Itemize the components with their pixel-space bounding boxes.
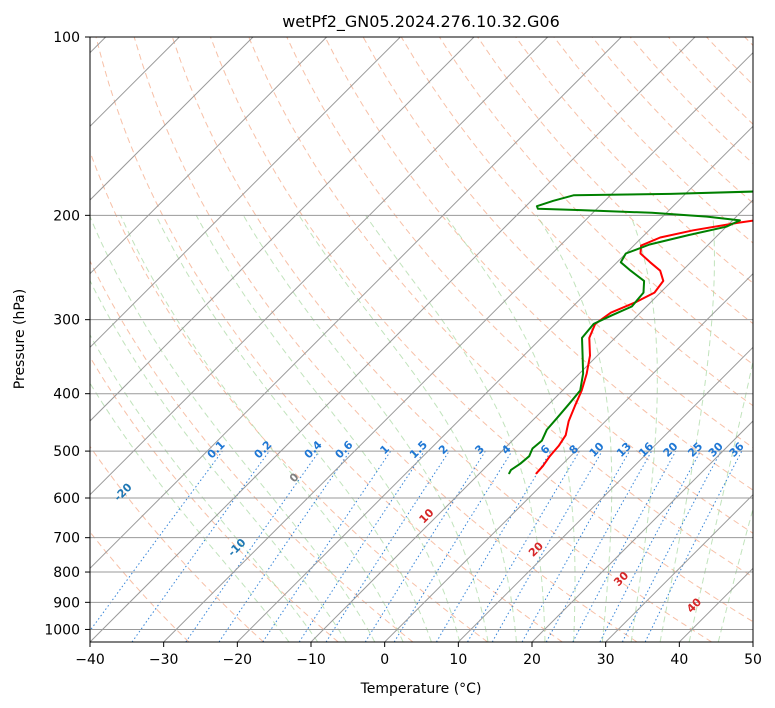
mixing-ratio-line — [644, 450, 743, 642]
plot-background — [90, 37, 753, 642]
profile-series — [508, 190, 753, 475]
moist-adiabat-line — [155, 215, 432, 642]
plot-frame — [89, 36, 754, 643]
isotherm-line — [90, 37, 401, 349]
y-tick-label: 300 — [53, 313, 80, 329]
x-tick-label: 0 — [380, 652, 389, 668]
isotherm-line — [90, 37, 549, 496]
y-axis-title: Pressure (hPa) — [12, 289, 28, 389]
dry-adiabat-line — [90, 259, 414, 642]
mixing-ratio-line — [545, 450, 653, 642]
x-axis: −40 −30 −20 −10 0 10 20 30 40 50 — [75, 642, 762, 668]
y-tick-label: 900 — [53, 595, 80, 611]
isotherm-line — [531, 420, 753, 642]
isotherm-line — [90, 37, 622, 570]
y-axis: 100 200 300 400 500 600 700 800 900 1000 — [44, 30, 90, 638]
temperature-profile-line — [535, 219, 753, 475]
mixing-ratio-lines — [90, 450, 743, 642]
x-tick-label: −10 — [296, 652, 326, 668]
mixing-ratio-line — [185, 450, 320, 642]
dry-adiabat-line — [210, 37, 753, 623]
isotherm-line — [605, 493, 753, 642]
x-tick-label: 10 — [449, 652, 467, 668]
isotherm-line — [90, 37, 254, 201]
y-tick-label: 200 — [53, 208, 80, 224]
y-tick-label: 1000 — [44, 622, 80, 638]
moist-adiabat-line — [630, 215, 658, 642]
isotherm-line — [90, 37, 696, 642]
dry-adiabat-line — [171, 37, 712, 642]
mixing-ratio-line — [262, 450, 392, 642]
mixing-ratio-line — [393, 450, 513, 642]
plot-area: -100-90-80-70-60-50-40-30-20-100.10.20.4… — [90, 37, 753, 642]
moist-adiabat-line — [444, 215, 576, 642]
isotherm-line — [310, 199, 753, 642]
isotherm-line — [90, 37, 475, 422]
x-axis-title: Temperature (°C) — [360, 681, 482, 697]
moist-adiabat-line — [120, 215, 404, 642]
moist-adiabat-line — [365, 215, 546, 642]
isotherms — [90, 37, 753, 642]
y-tick-label: 400 — [53, 387, 80, 403]
isotherm-line — [457, 346, 753, 642]
moist-adiabat-line — [536, 215, 613, 642]
dry-adiabat-line — [515, 37, 753, 284]
x-tick-label: −20 — [223, 652, 253, 668]
moist-adiabat-line — [90, 215, 376, 642]
dry-adiabat-line — [324, 37, 753, 491]
y-tick-label: 500 — [53, 444, 80, 460]
mixing-ratio-line — [131, 450, 270, 642]
dry-adiabat-line — [95, 37, 563, 642]
mixing-ratio-line — [218, 450, 351, 642]
isotherm-line — [236, 125, 753, 642]
x-tick-label: 40 — [670, 652, 688, 668]
x-tick-label: −30 — [149, 652, 179, 668]
y-tick-label: 100 — [53, 30, 80, 46]
dewpoint-profile-line — [508, 190, 753, 475]
moist-adiabats — [90, 215, 753, 642]
mixing-ratio-line — [90, 450, 223, 632]
moist-adiabat-line — [242, 215, 489, 642]
dry-adiabat-line — [248, 37, 753, 578]
pressure-gridlines — [90, 37, 753, 630]
chart-title: wetPf2_GN05.2024.276.10.32.G06 — [282, 12, 560, 32]
moist-adiabat-line — [90, 382, 290, 642]
isotherm-line — [163, 51, 753, 642]
moist-adiabat-line — [195, 215, 461, 642]
mixing-ratio-line — [325, 450, 450, 642]
y-tick-label: 700 — [53, 531, 80, 547]
x-tick-label: 50 — [744, 652, 762, 668]
mixing-ratio-line — [521, 450, 630, 642]
isotherm-line — [90, 37, 328, 275]
x-tick-label: −40 — [75, 652, 105, 668]
dry-adiabat-line — [286, 37, 753, 534]
x-tick-label: 30 — [597, 652, 615, 668]
y-tick-label: 800 — [53, 565, 80, 581]
isotherm-line — [384, 272, 753, 642]
moist-adiabat-line — [90, 279, 347, 642]
moist-adiabat-line — [90, 334, 319, 642]
dry-adiabat-line — [90, 356, 339, 642]
mixing-ratio-line — [298, 450, 425, 642]
y-tick-label: 600 — [53, 491, 80, 507]
mixing-ratio-line — [572, 450, 677, 642]
moist-adiabat-line — [659, 215, 716, 642]
dry-adiabat-line — [90, 445, 264, 642]
x-tick-label: 20 — [523, 652, 541, 668]
